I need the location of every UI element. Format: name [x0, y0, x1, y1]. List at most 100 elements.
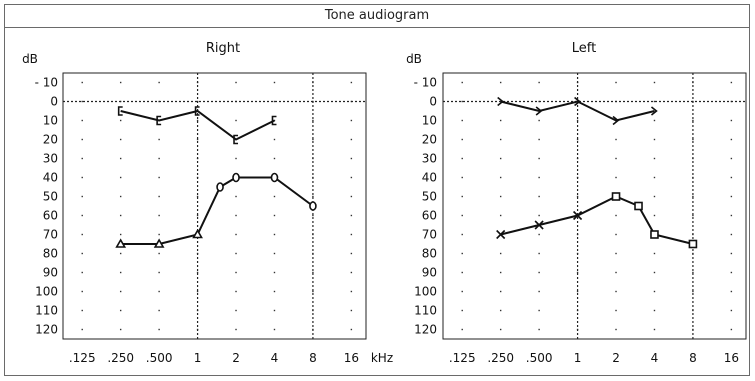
panel-1-grid-dot [312, 138, 314, 141]
panel-2-x-tick-label: 4 [651, 351, 659, 365]
panel-2-y-tick-label: 40 [422, 171, 437, 185]
panel-2-series-2-point [650, 230, 659, 239]
panel-1-grid-dot [273, 290, 276, 293]
panel-2-series-2-point [534, 220, 544, 230]
panel-2-grid-dot [730, 328, 733, 331]
panel-2-grid-dot [653, 309, 656, 312]
panel-1-grid-dot [119, 214, 122, 217]
panel-1-grid-dot [350, 233, 353, 236]
panel-1-bracket-marker [117, 106, 123, 116]
panel-2-x-tick-label: .250 [487, 351, 514, 365]
panel-2-x-tick-label: 8 [689, 351, 697, 365]
panel-2-grid-dot [615, 290, 617, 293]
panel-1-grid-dot [235, 157, 237, 160]
panel-1-grid-dot [81, 195, 83, 198]
panel-2-grid-dot [653, 195, 656, 198]
panel-2-grid-dot [692, 119, 694, 122]
panel-2-grid-dot [499, 157, 502, 160]
panel-1-grid-dot [119, 328, 122, 331]
panel-1-grid-dot [312, 119, 314, 122]
panel-1-grid-dot [235, 81, 237, 84]
panel-2-grid-dot [730, 214, 733, 217]
panel-1-series-1-point [156, 115, 162, 126]
panel-1-series-2-point [232, 172, 240, 183]
panel-1-grid-dot [81, 271, 83, 274]
panel-2-series-2-point [496, 229, 506, 240]
panel-1-grid-dot [350, 81, 353, 84]
panel-2-series-2-point [634, 201, 643, 211]
panel-2-x-tick-label: .500 [526, 351, 553, 365]
panel-2-grid-dot [615, 252, 617, 255]
panel-1-y-tick-label: - 10 [35, 76, 58, 90]
panel-2-grid-dot [653, 328, 656, 331]
panel-2-cross-marker [534, 220, 544, 230]
panel-1-grid-dot [312, 271, 314, 274]
panel-2-grid-dot [538, 271, 540, 274]
panel-2-grid-dot [499, 328, 502, 331]
panel-2-y-tick-label: 70 [422, 228, 437, 242]
panel-1-grid-dot [273, 252, 276, 255]
panel-1-circle-marker [270, 172, 279, 183]
panel-1-grid-dot [273, 328, 276, 331]
panel-1-y-tick-label: 120 [35, 323, 58, 337]
panel-2-grid-dot [499, 271, 502, 274]
chart-title: Tone audiogram [4, 4, 750, 28]
panel-1-grid-dot [119, 81, 122, 84]
panel-2-grid-dot [730, 252, 733, 255]
panel-2-grid-dot [576, 290, 579, 293]
panel-2-y-tick-label: 110 [414, 304, 437, 318]
panel-1-grid-dot [119, 233, 122, 236]
panel-1-series-1-point [194, 106, 200, 116]
panel-2-grid-dot [538, 214, 540, 217]
panel-2-series-1-point [650, 106, 658, 116]
panel-1-grid-dot [119, 309, 122, 312]
panel-1-x-tick-label: 1 [194, 351, 202, 365]
panel-1-grid-dot [119, 119, 122, 122]
panel-1-series-2-point [216, 182, 224, 192]
panel-1-grid-dot [273, 81, 276, 84]
panel-1-x-tick-label: 16 [344, 351, 359, 365]
panel-2-grid-dot [538, 157, 540, 160]
panel-1-grid-dot [81, 119, 83, 122]
panel-2-grid-dot [653, 214, 656, 217]
panel-2-grid-dot [730, 138, 733, 141]
panel-2-square-marker [611, 192, 621, 201]
panel-1-grid-dot [312, 214, 314, 217]
panel-2-grid-dot [538, 252, 540, 255]
panel-1-x-tick-label: .125 [69, 351, 96, 365]
panel-1-grid-dot [350, 157, 353, 160]
panel-1-y-tick-label: 60 [43, 209, 58, 223]
panel-1-grid-dot [119, 252, 122, 255]
panel-2-y-axis-label: dB [406, 52, 422, 66]
panel-2-grid-dot [499, 138, 502, 141]
panel-1-grid-dot [119, 290, 122, 293]
panel-1-grid-dot [158, 138, 160, 141]
panel-2-grid-dot [730, 271, 733, 274]
panel-2-grid-dot [576, 271, 579, 274]
panel-1-x-tick-label: 2 [232, 351, 240, 365]
panel-2-grid-dot [576, 195, 579, 198]
panel-2-bracket-marker [497, 96, 504, 107]
panel-2-grid-dot [499, 252, 502, 255]
panel-1-grid-dot [81, 81, 83, 84]
panel-2-grid-dot [615, 271, 617, 274]
panel-2-grid-dot [653, 100, 656, 103]
panel-1-grid-dot [81, 290, 83, 293]
panel-2-grid-dot [653, 138, 656, 141]
panel-1-y-tick-label: 30 [43, 152, 58, 166]
panel-1-grid-dot [235, 119, 237, 122]
panel-2-grid-dot [499, 195, 502, 198]
panel-2-grid-dot [538, 290, 540, 293]
panel-2-square-marker [650, 230, 659, 239]
panel-2-grid-dot [692, 138, 694, 141]
panel-1-x-tick-label: .250 [107, 351, 134, 365]
panel-2-grid-dot [615, 81, 617, 84]
panel-1-x-tick-label: 8 [309, 351, 317, 365]
panel-1-grid-dot [158, 157, 160, 160]
panel-2-series-1-point [574, 96, 581, 107]
panel-2-series-1-point [612, 115, 620, 126]
panel-1-grid-dot [196, 119, 199, 122]
panel-1-grid-dot [196, 138, 199, 141]
panel-2-y-tick-label: 20 [422, 133, 437, 147]
panel-2-grid-dot [692, 214, 694, 217]
